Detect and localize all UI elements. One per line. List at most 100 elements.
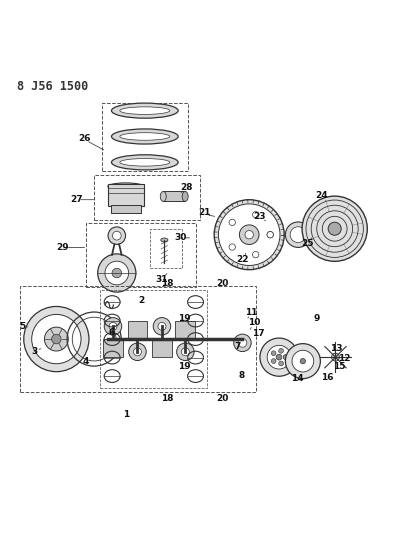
Circle shape [134, 348, 142, 356]
Text: 26: 26 [78, 134, 91, 143]
Bar [111, 205, 141, 213]
Circle shape [238, 338, 247, 347]
Circle shape [234, 334, 251, 352]
Text: 14: 14 [290, 374, 303, 383]
Text: 1: 1 [123, 410, 129, 419]
Circle shape [267, 345, 291, 369]
Circle shape [253, 212, 259, 218]
Bar [128, 321, 147, 339]
Circle shape [98, 254, 136, 292]
Circle shape [285, 222, 311, 247]
Circle shape [24, 306, 89, 372]
Bar [152, 339, 172, 357]
Bar [176, 321, 196, 339]
Text: 11: 11 [245, 308, 257, 317]
Text: 27: 27 [70, 195, 83, 204]
Circle shape [260, 338, 298, 376]
Circle shape [153, 318, 171, 335]
Text: 15: 15 [333, 362, 346, 371]
Circle shape [271, 359, 276, 364]
Text: 20: 20 [216, 279, 229, 288]
Circle shape [279, 361, 283, 366]
Circle shape [129, 343, 146, 360]
Text: 29: 29 [56, 243, 69, 252]
Bar [102, 103, 188, 171]
Text: 18: 18 [161, 394, 173, 403]
Text: 19: 19 [178, 314, 191, 324]
Circle shape [292, 350, 314, 372]
Text: 25: 25 [301, 239, 314, 248]
Text: 9: 9 [314, 314, 320, 322]
Text: 30: 30 [174, 233, 187, 243]
Text: 10: 10 [248, 318, 261, 327]
Ellipse shape [182, 191, 188, 201]
Text: 17: 17 [252, 329, 265, 338]
Circle shape [182, 348, 190, 356]
Text: 12: 12 [338, 354, 351, 364]
Text: 2: 2 [139, 296, 145, 305]
Text: 4: 4 [83, 357, 89, 366]
Circle shape [302, 196, 367, 261]
Text: 20: 20 [216, 394, 229, 403]
Circle shape [229, 244, 235, 250]
Text: 8: 8 [238, 372, 244, 381]
Circle shape [239, 225, 259, 245]
Text: 13: 13 [330, 343, 343, 352]
Circle shape [332, 353, 340, 361]
Ellipse shape [120, 158, 170, 166]
Bar [103, 339, 123, 357]
Circle shape [44, 327, 68, 351]
Ellipse shape [120, 133, 170, 140]
Circle shape [253, 252, 259, 258]
Text: 8 J56 1500: 8 J56 1500 [17, 80, 88, 93]
Text: 6: 6 [108, 328, 115, 337]
Bar [100, 290, 207, 388]
Ellipse shape [111, 155, 178, 170]
Circle shape [113, 231, 121, 240]
Circle shape [279, 349, 283, 353]
Text: 23: 23 [254, 212, 266, 221]
Text: 7: 7 [234, 342, 241, 351]
Bar [108, 184, 144, 206]
Circle shape [32, 314, 81, 364]
Ellipse shape [111, 129, 178, 144]
Bar [86, 223, 196, 287]
Text: 31: 31 [156, 274, 168, 284]
Ellipse shape [111, 103, 178, 118]
Circle shape [105, 261, 128, 285]
Circle shape [283, 355, 288, 360]
Circle shape [109, 322, 117, 330]
Circle shape [285, 344, 320, 378]
Bar [150, 229, 182, 268]
Circle shape [267, 231, 273, 238]
Ellipse shape [161, 238, 168, 242]
Text: 28: 28 [180, 183, 193, 192]
Text: ∿: ∿ [103, 297, 115, 312]
Text: 5: 5 [20, 322, 26, 332]
Bar [94, 175, 200, 220]
Circle shape [177, 343, 194, 360]
Text: 18: 18 [161, 279, 173, 288]
Text: 16: 16 [321, 373, 334, 382]
Circle shape [104, 318, 122, 335]
Bar [20, 286, 257, 392]
Circle shape [158, 322, 166, 330]
Circle shape [267, 231, 273, 238]
Ellipse shape [108, 183, 144, 190]
Bar [163, 191, 185, 201]
Circle shape [328, 222, 341, 235]
Circle shape [214, 200, 284, 270]
Ellipse shape [160, 191, 166, 201]
Circle shape [229, 219, 235, 225]
Ellipse shape [120, 107, 170, 115]
Text: 19: 19 [178, 362, 191, 371]
Circle shape [112, 268, 122, 278]
Circle shape [300, 359, 306, 364]
Circle shape [271, 351, 276, 356]
Text: 24: 24 [316, 191, 328, 200]
Circle shape [276, 354, 282, 360]
Text: 21: 21 [198, 208, 211, 217]
Circle shape [108, 227, 126, 245]
Circle shape [51, 334, 61, 344]
Circle shape [283, 355, 288, 360]
